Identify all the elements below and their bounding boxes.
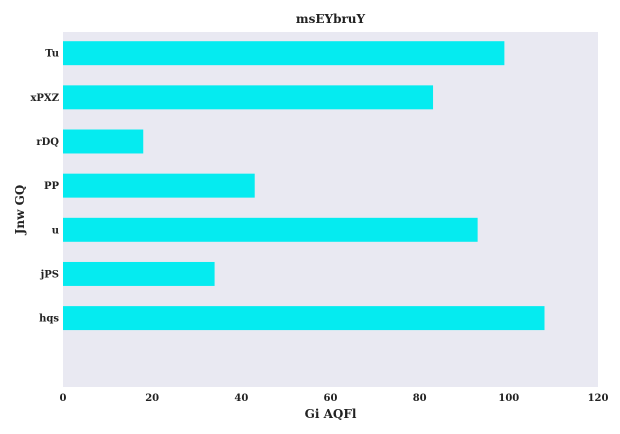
x-tick-labels: 0 20 40 60 80 100 120 (60, 393, 609, 404)
bar-hqs (63, 306, 545, 331)
y-axis-label: Jnw GQ (13, 185, 27, 236)
chart-title: msEYbruY (296, 12, 366, 26)
y-tick-label: PP (44, 181, 60, 192)
bars-group (63, 41, 545, 331)
bar-rDQ (63, 129, 144, 154)
x-tick-label: 0 (60, 393, 67, 404)
x-tick-label: 20 (145, 393, 159, 404)
y-tick-label: rDQ (36, 137, 59, 148)
bar-Tu (63, 41, 505, 66)
x-tick-label: 60 (324, 393, 338, 404)
bar-PP (63, 173, 255, 198)
x-axis-label: Gi AQFl (305, 407, 357, 421)
y-tick-label: xPXZ (30, 93, 59, 104)
y-tick-labels: Tu xPXZ rDQ PP u jPS hqs (30, 49, 59, 325)
bar-xPXZ (63, 85, 434, 110)
y-tick-label: jPS (40, 269, 59, 280)
y-tick-label: hqs (39, 314, 59, 325)
plot-area (63, 32, 598, 387)
x-tick-label: 120 (588, 393, 609, 404)
x-tick-label: 80 (413, 393, 427, 404)
bar-u (63, 217, 478, 242)
x-tick-label: 100 (498, 393, 519, 404)
y-tick-label: u (52, 225, 59, 236)
bar-jPS (63, 261, 215, 286)
y-tick-label: Tu (45, 49, 59, 60)
x-tick-label: 40 (234, 393, 248, 404)
